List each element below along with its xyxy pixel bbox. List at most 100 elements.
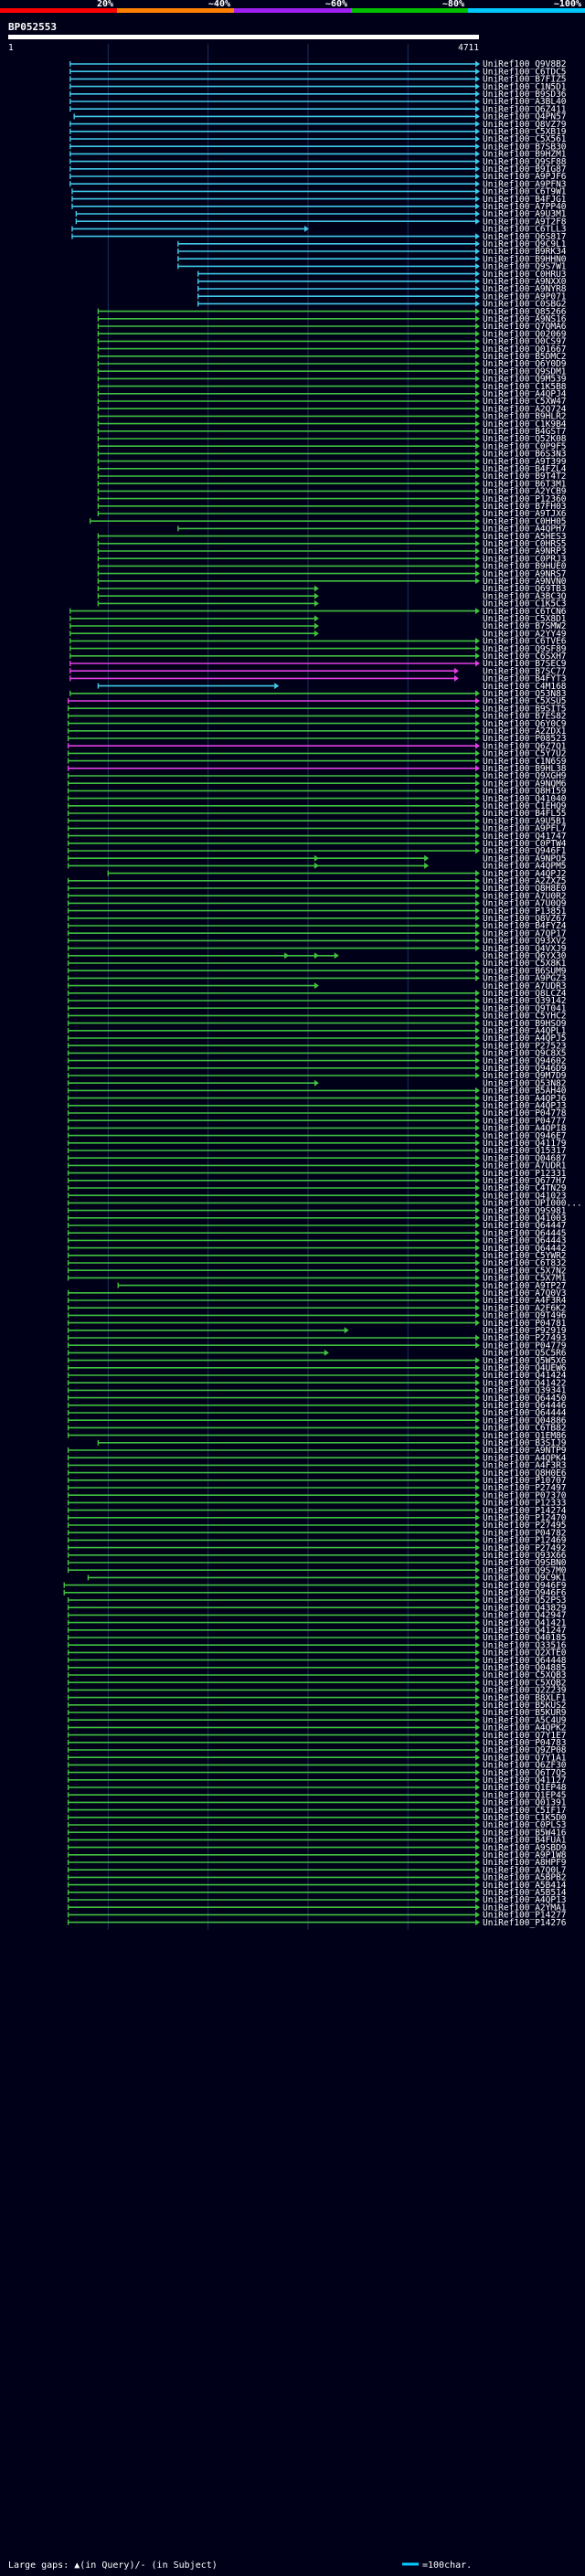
hit-label[interactable]: UniRef100_Q43829 bbox=[483, 1603, 567, 1613]
hit-row[interactable]: UniRef100_Q04886 bbox=[67, 1415, 567, 1426]
hit-label[interactable]: UniRef100_Q9SDM1 bbox=[483, 366, 567, 376]
hit-row[interactable]: UniRef100_A2YMA1 bbox=[67, 1903, 567, 1913]
hit-row[interactable]: UniRef100_Q7QMA6 bbox=[97, 322, 567, 332]
hit-row[interactable]: UniRef100_C0HRS5 bbox=[97, 539, 567, 549]
hit-label[interactable]: UniRef100_C1K5B8 bbox=[483, 382, 567, 392]
hit-label[interactable]: UniRef100_C5XW47 bbox=[483, 397, 567, 407]
hit-label[interactable]: UniRef100_A4QPH7 bbox=[483, 525, 567, 535]
hit-row[interactable]: UniRef100_P27493 bbox=[67, 1333, 567, 1343]
hit-label[interactable]: UniRef100_Q946F6 bbox=[483, 1588, 567, 1598]
hit-label[interactable]: UniRef100_C0PLS3 bbox=[483, 1820, 567, 1830]
hit-row[interactable]: UniRef100_P04781 bbox=[67, 1319, 567, 1329]
hit-label[interactable]: UniRef100_C6T9W1 bbox=[483, 187, 567, 197]
hit-label[interactable]: UniRef100_A9NVN0 bbox=[483, 577, 567, 587]
hit-label[interactable]: UniRef100_Q64450 bbox=[483, 1394, 567, 1404]
hit-row[interactable]: UniRef100_Q6ZF30 bbox=[67, 1761, 567, 1771]
hit-row[interactable]: UniRef100_B9RK34 bbox=[177, 247, 567, 257]
hit-label[interactable]: UniRef100_A9NRP3 bbox=[483, 546, 567, 557]
hit-label[interactable]: UniRef100_C5YWR2 bbox=[483, 1251, 567, 1261]
hit-label[interactable]: UniRef100_B9HUE0 bbox=[483, 562, 567, 572]
hit-row[interactable]: UniRef100_Q9SBN0 bbox=[67, 1558, 567, 1568]
hit-row[interactable]: UniRef100_Q41023 bbox=[67, 1191, 567, 1201]
hit-label[interactable]: UniRef100_A9NS16 bbox=[483, 314, 567, 324]
hit-row[interactable]: UniRef100_C5Y7U2 bbox=[67, 749, 567, 759]
hit-row[interactable]: UniRef100_A4QPJ3 bbox=[67, 1101, 567, 1111]
hit-row[interactable]: UniRef100_A2YY49 bbox=[69, 629, 567, 639]
hit-label[interactable]: UniRef100_B4GST7 bbox=[483, 427, 567, 437]
hit-row[interactable]: UniRef100_P12469 bbox=[67, 1536, 567, 1546]
hit-label[interactable]: UniRef100_Q64447 bbox=[483, 1221, 567, 1231]
hit-row[interactable]: UniRef100_C1N5D1 bbox=[69, 82, 567, 92]
hit-label[interactable]: UniRef100_P27497 bbox=[483, 1483, 567, 1493]
hit-label[interactable]: UniRef100_P27523 bbox=[483, 1041, 567, 1051]
hit-label[interactable]: UniRef100_C5X8D1 bbox=[483, 614, 567, 624]
hit-row[interactable]: UniRef100_P14277 bbox=[67, 1911, 567, 1921]
hit-label[interactable]: UniRef100_A9TJX6 bbox=[483, 509, 567, 519]
hit-label[interactable]: UniRef100_Q9SF88 bbox=[483, 157, 567, 167]
hit-row[interactable]: UniRef100_Q64442 bbox=[67, 1244, 567, 1254]
hit-row[interactable]: UniRef100_Q94602 bbox=[67, 1056, 567, 1066]
hit-row[interactable]: UniRef100_A2ZXZ5 bbox=[67, 876, 567, 886]
hit-row[interactable]: UniRef100_C1K5D0 bbox=[67, 1813, 567, 1823]
hit-label[interactable]: UniRef100_C1K5C3 bbox=[483, 599, 567, 610]
hit-label[interactable]: UniRef100_Q677H7 bbox=[483, 1176, 567, 1186]
hit-label[interactable]: UniRef100_Q9ZP08 bbox=[483, 1745, 567, 1755]
hit-row[interactable]: UniRef100_A4QP13 bbox=[67, 1895, 567, 1905]
hit-label[interactable]: UniRef100_C6TB82 bbox=[483, 1424, 567, 1434]
hit-label[interactable]: UniRef100_Q8H0E6 bbox=[483, 1468, 567, 1479]
hit-row[interactable]: UniRef100_B5AH40 bbox=[67, 1087, 567, 1097]
hit-label[interactable]: UniRef100_Q04687 bbox=[483, 1153, 567, 1163]
hit-label[interactable]: UniRef100_Q41421 bbox=[483, 1618, 567, 1628]
hit-label[interactable]: UniRef100_Q8VZ79 bbox=[483, 120, 567, 130]
hit-label[interactable]: UniRef100_B7SB30 bbox=[483, 142, 567, 152]
hit-row[interactable]: UniRef100_B7FIZ5 bbox=[69, 75, 567, 85]
hit-row[interactable]: UniRef100_B9HUE0 bbox=[97, 562, 567, 572]
hit-label[interactable]: UniRef100_C0HRU3 bbox=[483, 270, 567, 280]
hit-row[interactable]: UniRef100_P12470 bbox=[67, 1513, 567, 1523]
hit-label[interactable]: UniRef100_A2YCB9 bbox=[483, 487, 567, 497]
hit-label[interactable]: UniRef100_C5XSU5 bbox=[483, 696, 567, 706]
hit-row[interactable]: UniRef100_P12333 bbox=[67, 1499, 567, 1509]
hit-label[interactable]: UniRef100_Q64443 bbox=[483, 1236, 567, 1246]
hit-row[interactable]: UniRef100_A5HES3 bbox=[97, 532, 567, 542]
hit-label[interactable]: UniRef100_Q946E7 bbox=[483, 1131, 567, 1141]
hit-label[interactable]: UniRef100_Q93XV2 bbox=[483, 937, 567, 947]
hit-row[interactable]: UniRef100_Q93XV2 bbox=[67, 937, 567, 947]
hit-label[interactable]: UniRef100_P14274 bbox=[483, 1506, 567, 1516]
hit-label[interactable]: UniRef100_P13851 bbox=[483, 906, 567, 917]
hit-label[interactable]: UniRef100_A4QPJ5 bbox=[483, 1034, 567, 1044]
hit-label[interactable]: UniRef100_A9TP27 bbox=[483, 1281, 567, 1291]
hit-row[interactable]: UniRef100_C5X7N2 bbox=[67, 1266, 567, 1276]
hit-label[interactable]: UniRef100_Q6Z7Q1 bbox=[483, 741, 567, 751]
hit-row[interactable]: UniRef100_Q8H159 bbox=[67, 787, 567, 797]
hit-row[interactable]: UniRef100_Q5W5X6 bbox=[67, 1356, 567, 1366]
hit-row[interactable]: UniRef100_Q8LCZ4 bbox=[67, 989, 567, 999]
hit-row[interactable]: UniRef100_A2ZDX1 bbox=[67, 726, 567, 737]
hit-row[interactable]: UniRef100_Q7Y1E7 bbox=[67, 1731, 567, 1741]
hit-label[interactable]: UniRef100_A4QPI8 bbox=[483, 1124, 567, 1134]
hit-label[interactable]: UniRef100_C1K9B4 bbox=[483, 419, 567, 429]
hit-label[interactable]: UniRef100_P92919 bbox=[483, 1326, 567, 1336]
hit-row[interactable]: UniRef100_A9P1W8 bbox=[67, 1850, 567, 1860]
hit-row[interactable]: UniRef100_Q9C9L1 bbox=[177, 239, 567, 249]
hit-label[interactable]: UniRef100_A4QPK2 bbox=[483, 1723, 567, 1733]
hit-label[interactable]: UniRef100_Q40185 bbox=[483, 1633, 567, 1643]
hit-row[interactable]: UniRef100_C0HH05 bbox=[89, 516, 567, 526]
hit-row[interactable]: UniRef100_A9U5B1 bbox=[67, 816, 567, 826]
hit-label[interactable]: UniRef100_C1N5D1 bbox=[483, 82, 567, 92]
hit-row[interactable]: UniRef100_B3SIJ9 bbox=[97, 1438, 567, 1448]
hit-row[interactable]: UniRef100_B4FYZ4 bbox=[67, 921, 567, 931]
hit-row[interactable]: UniRef100_Q64443 bbox=[67, 1236, 567, 1246]
hit-row[interactable]: UniRef100_Q41424 bbox=[67, 1371, 567, 1381]
hit-row[interactable]: UniRef100_Q64447 bbox=[67, 1221, 567, 1231]
hit-row[interactable]: UniRef100_C1EHQ9 bbox=[67, 801, 567, 811]
hit-label[interactable]: UniRef100_A9PFL7 bbox=[483, 824, 567, 834]
hit-label[interactable]: UniRef100_Q33516 bbox=[483, 1640, 567, 1650]
hit-label[interactable]: UniRef100_Q9XGH9 bbox=[483, 771, 567, 781]
hit-row[interactable]: UniRef100_B5W416 bbox=[67, 1828, 567, 1838]
hit-row[interactable]: UniRef100_A3BL40 bbox=[69, 97, 567, 107]
hit-row[interactable]: UniRef100_C5XQB3 bbox=[67, 1670, 567, 1680]
hit-label[interactable]: UniRef100_Q8VZ67 bbox=[483, 914, 567, 924]
hit-row[interactable]: UniRef100_C5XSU5 bbox=[67, 696, 567, 706]
hit-row[interactable]: UniRef100_A9NVN0 bbox=[97, 577, 567, 587]
